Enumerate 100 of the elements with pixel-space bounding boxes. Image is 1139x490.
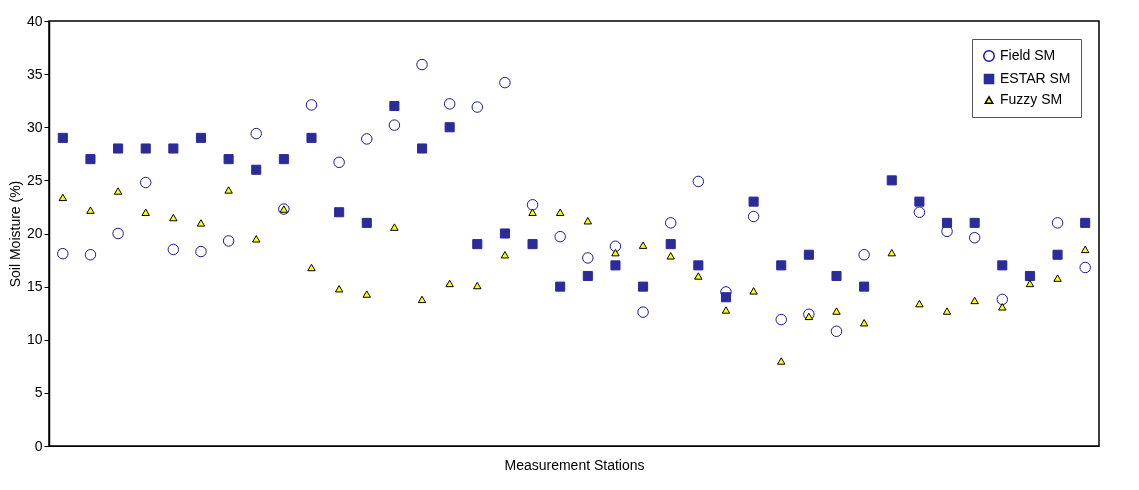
point	[86, 206, 95, 214]
point	[305, 99, 318, 111]
point	[914, 196, 925, 207]
point	[334, 207, 345, 218]
point	[969, 217, 980, 228]
point	[996, 293, 1009, 306]
y-tick-label: 40	[26, 12, 43, 29]
point	[664, 217, 677, 229]
point	[471, 101, 484, 113]
point	[307, 263, 316, 272]
point	[113, 187, 123, 195]
point	[250, 127, 262, 140]
point	[388, 119, 401, 131]
legend-label: Fuzzy SM	[1000, 91, 1063, 107]
point	[694, 272, 703, 280]
point	[526, 199, 539, 211]
point	[168, 143, 179, 154]
point	[1052, 249, 1063, 260]
point	[416, 143, 428, 154]
point	[942, 307, 952, 315]
point	[113, 143, 124, 154]
point	[58, 193, 68, 202]
point	[997, 260, 1008, 271]
point	[915, 299, 924, 308]
point	[804, 312, 814, 321]
point	[859, 319, 869, 327]
point	[555, 281, 566, 292]
point	[998, 303, 1007, 311]
point	[747, 210, 760, 223]
point	[803, 249, 814, 260]
point	[1025, 279, 1035, 288]
point	[583, 217, 593, 225]
point	[913, 206, 926, 218]
point	[444, 122, 455, 133]
point	[333, 156, 345, 169]
point	[1079, 261, 1091, 274]
y-tick-label: 25	[26, 171, 43, 188]
point	[968, 232, 981, 244]
point	[361, 217, 372, 228]
point	[528, 208, 537, 216]
y-tick-label: 30	[26, 118, 43, 135]
point	[748, 196, 759, 207]
y-tick-label: 5	[34, 384, 43, 401]
point	[692, 175, 705, 188]
point	[941, 217, 953, 228]
point	[777, 357, 786, 365]
y-tick-label: 15	[26, 278, 43, 295]
point	[527, 239, 538, 250]
point	[390, 223, 399, 231]
point	[693, 260, 704, 271]
point	[417, 295, 427, 304]
point	[84, 249, 97, 261]
point	[196, 219, 206, 227]
point	[1080, 245, 1090, 254]
point	[499, 76, 511, 89]
point	[472, 239, 483, 250]
point	[445, 279, 454, 288]
point	[554, 230, 566, 243]
point	[222, 235, 235, 247]
point	[665, 239, 676, 250]
point	[252, 235, 261, 243]
point	[389, 100, 400, 112]
point	[776, 260, 787, 271]
point	[609, 240, 622, 252]
y-axis-title: Soil Moisture (%)	[6, 180, 23, 288]
point	[637, 306, 649, 318]
point	[306, 132, 317, 143]
point	[886, 175, 897, 186]
point	[1051, 217, 1064, 229]
point	[169, 213, 178, 222]
point	[195, 132, 207, 143]
point	[832, 307, 841, 315]
point	[749, 287, 758, 295]
y-tick-label: 10	[26, 331, 43, 348]
point	[1080, 217, 1091, 228]
point	[830, 325, 843, 337]
point	[443, 98, 456, 110]
point	[555, 208, 565, 216]
point	[499, 228, 510, 239]
point	[611, 248, 620, 257]
point	[582, 252, 594, 264]
point	[1024, 270, 1035, 282]
y-tick-label: 35	[26, 65, 43, 82]
point	[638, 281, 649, 292]
point	[362, 290, 371, 298]
point	[139, 176, 152, 189]
y-tick-label: 0	[34, 437, 43, 454]
point	[582, 270, 593, 282]
point	[112, 227, 124, 240]
point	[224, 186, 233, 194]
point	[887, 248, 896, 257]
point	[195, 245, 207, 258]
point	[721, 306, 731, 314]
point	[57, 132, 68, 143]
point	[831, 270, 842, 282]
point	[1053, 274, 1062, 282]
point	[416, 58, 428, 71]
point	[970, 296, 979, 305]
point	[666, 252, 675, 260]
point	[473, 281, 482, 290]
